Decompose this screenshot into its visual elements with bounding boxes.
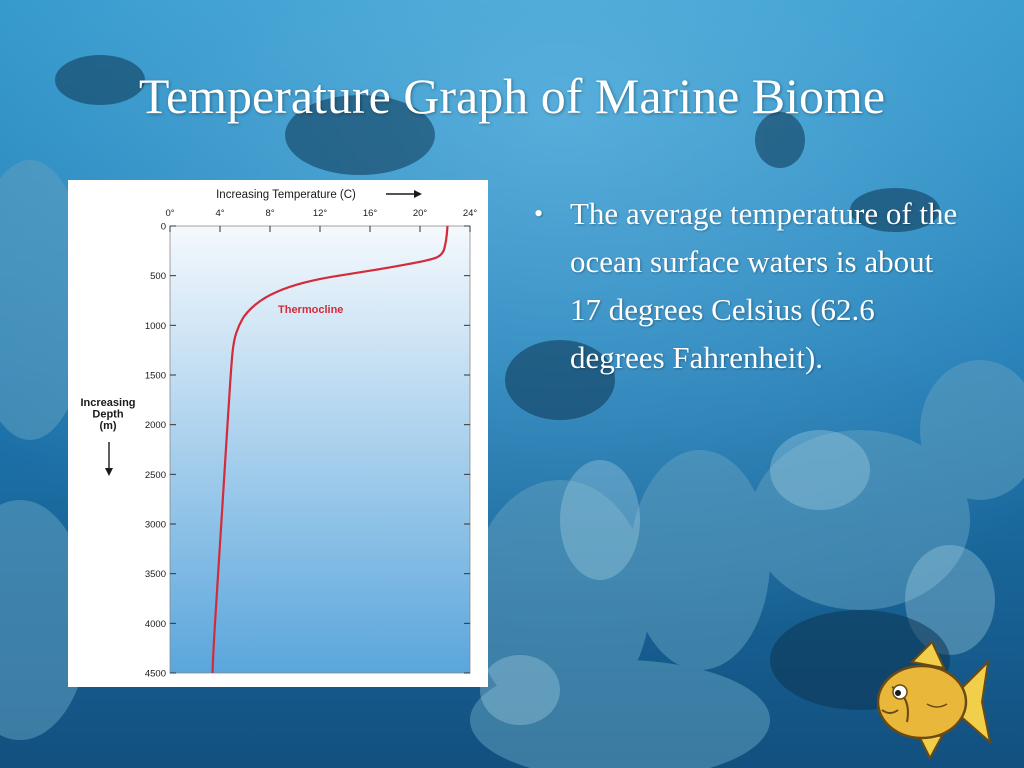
plot-area [169,225,471,674]
chart-title: Increasing Temperature (C) [216,189,356,201]
x-tick-label: 20° [413,208,428,219]
y-axis-label-line: Depth [92,409,123,421]
x-tick-label: 24° [463,208,478,219]
y-axis-label: Increasing Depth (m) [80,397,135,432]
bullet-point: • The average temperature of the ocean s… [534,190,974,382]
slide-title: Temperature Graph of Marine Biome [138,68,886,124]
coral-shapes [0,160,1024,768]
bullet-text: The average temperature of the ocean sur… [570,196,958,375]
x-tick-label: 4° [215,208,224,219]
y-axis-label-line: Increasing [80,397,135,409]
y-tick-label: 4000 [145,619,166,630]
y-axis-label-line: (m) [99,420,116,432]
y-tick-label: 3000 [145,520,166,531]
y-tick-label: 2000 [145,420,166,431]
x-tick-label: 8° [265,208,274,219]
temperature-depth-chart: 0° 4° 8° 12° 16° 20° 24° 0 500 1000 1500 2000 2500 30… [80,189,478,680]
x-tick-label: 12° [313,208,328,219]
y-tick-label: 1500 [145,371,166,382]
cartoon-fish-icon [876,642,992,760]
x-tick-label: 16° [363,208,378,219]
bullet-marker: • [534,199,544,228]
y-tick-label: 4500 [145,669,166,680]
y-tick-label: 2500 [145,470,166,481]
y-tick-label: 0 [161,222,166,233]
thermocline-annotation: Thermocline [278,304,343,316]
y-tick-label: 3500 [145,569,166,580]
coral-highlights [480,430,995,725]
y-tick-label: 1000 [145,321,166,332]
title-arrow-icon [386,190,422,198]
x-tick-label: 0° [165,208,174,219]
depth-arrow-icon [105,442,113,476]
temperature-chart-panel: 0° 4° 8° 12° 16° 20° 24° 0 500 1000 1500 2000 2500 30… [68,180,488,687]
temperature-series-line [211,225,449,674]
y-tick-label: 500 [150,271,166,282]
